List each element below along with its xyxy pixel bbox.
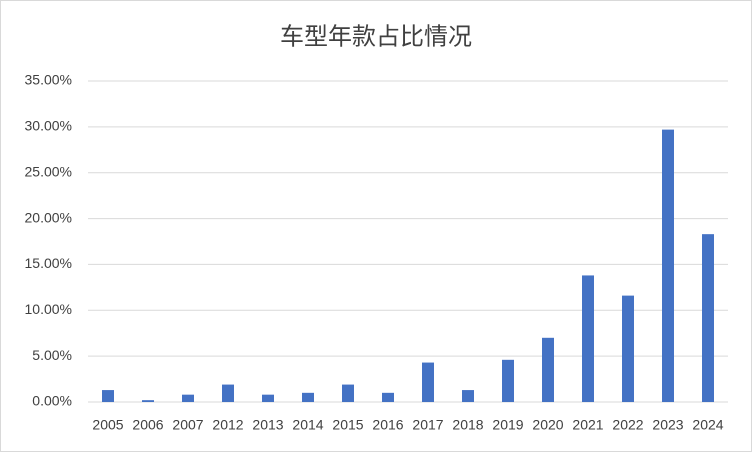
bar: [142, 400, 154, 402]
bar: [422, 362, 434, 402]
bar: [102, 390, 114, 402]
y-tick-label: 35.00%: [25, 72, 72, 88]
bar: [262, 394, 274, 402]
y-tick-label: 10.00%: [25, 301, 72, 317]
x-tick-label: 2013: [252, 417, 283, 433]
x-tick-label: 2020: [532, 417, 563, 433]
bar: [222, 384, 234, 402]
y-tick-label: 25.00%: [25, 163, 72, 179]
bar: [662, 129, 674, 402]
x-tick-label: 2005: [92, 417, 123, 433]
x-tick-label: 2019: [492, 417, 523, 433]
x-tick-label: 2023: [652, 417, 683, 433]
y-tick-label: 20.00%: [25, 209, 72, 225]
x-tick-label: 2024: [692, 417, 723, 433]
bar: [702, 234, 714, 402]
bar: [582, 275, 594, 402]
y-tick-label: 5.00%: [32, 347, 72, 363]
bar: [382, 392, 394, 402]
chart-title: 车型年款占比情况: [280, 23, 472, 50]
y-tick-label: 0.00%: [32, 393, 72, 409]
bar: [342, 384, 354, 402]
x-tick-label: 2022: [612, 417, 643, 433]
y-tick-label: 15.00%: [25, 255, 72, 271]
bar: [462, 390, 474, 402]
bar: [622, 295, 634, 402]
bar: [502, 359, 514, 402]
x-tick-label: 2015: [332, 417, 363, 433]
bar: [182, 394, 194, 402]
x-tick-label: 2017: [412, 417, 443, 433]
y-tick-label: 30.00%: [25, 118, 72, 134]
bar: [302, 392, 314, 402]
x-tick-label: 2018: [452, 417, 483, 433]
x-tick-label: 2021: [572, 417, 603, 433]
x-tick-label: 2016: [372, 417, 403, 433]
bar: [542, 337, 554, 402]
x-tick-label: 2007: [172, 417, 203, 433]
x-tick-label: 2006: [132, 417, 163, 433]
x-tick-label: 2012: [212, 417, 243, 433]
x-tick-label: 2014: [292, 417, 323, 433]
